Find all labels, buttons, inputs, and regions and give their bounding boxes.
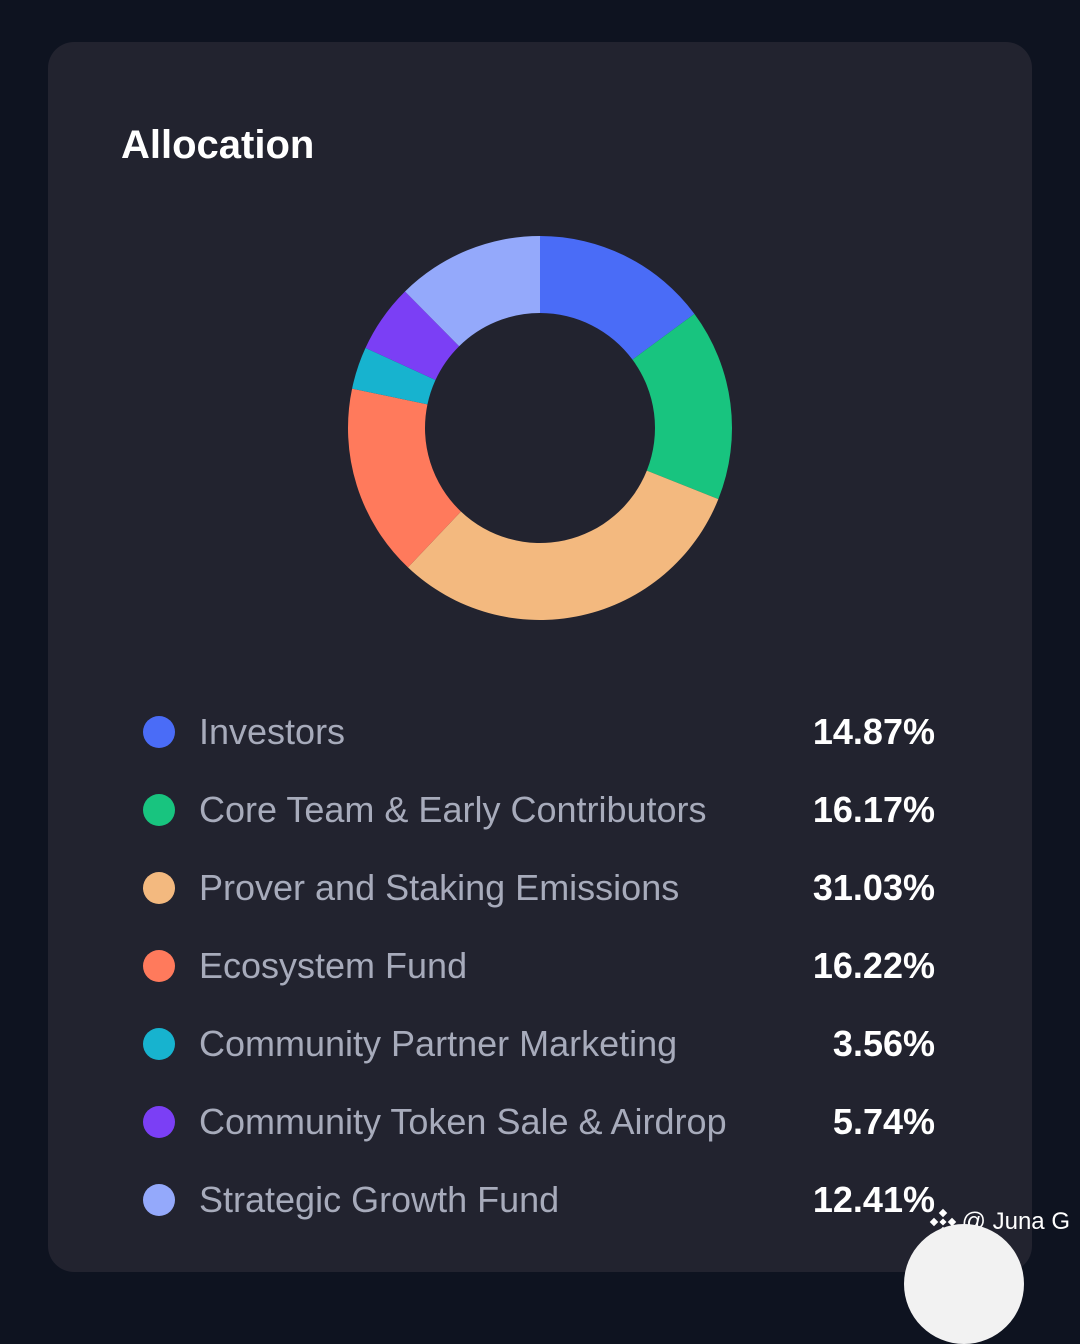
legend-swatch <box>143 1028 175 1060</box>
slice-community-token-sale-airdrop <box>365 291 460 381</box>
floating-button[interactable] <box>904 1224 1024 1344</box>
legend-swatch <box>143 1184 175 1216</box>
legend-value: 16.17% <box>812 789 935 830</box>
legend-swatch <box>143 872 175 904</box>
legend-value: 5.74% <box>832 1101 935 1142</box>
legend-swatch <box>143 950 175 982</box>
legend-item: Investors 14.87% <box>143 693 935 771</box>
donut-chart <box>348 236 732 620</box>
legend-label: Ecosystem Fund <box>199 945 468 986</box>
legend-item: Ecosystem Fund 16.22% <box>143 927 935 1005</box>
allocation-card: Allocation Investors 14.87% Core Team & Ea… <box>48 42 1032 1272</box>
legend-swatch <box>143 716 175 748</box>
legend-value: 3.56% <box>832 1023 935 1064</box>
legend-label: Strategic Growth Fund <box>199 1179 560 1220</box>
slice-core-team-early-contributors <box>632 313 732 500</box>
legend-item: Prover and Staking Emissions 31.03% <box>143 849 935 927</box>
legend-item: Community Partner Marketing 3.56% <box>143 1005 935 1083</box>
legend-item: Community Token Sale & Airdrop 5.74% <box>143 1083 935 1161</box>
slice-ecosystem-fund <box>348 388 461 568</box>
legend-value: 16.22% <box>812 945 935 986</box>
legend-label: Community Partner Marketing <box>199 1023 678 1064</box>
slice-strategic-growth-fund <box>405 236 540 347</box>
legend-value: 31.03% <box>812 867 935 908</box>
legend-value: 14.87% <box>812 711 935 752</box>
legend-label: Community Token Sale & Airdrop <box>199 1101 727 1142</box>
legend-label: Prover and Staking Emissions <box>199 867 680 908</box>
legend-item: Strategic Growth Fund 12.41% <box>143 1161 935 1239</box>
legend-label: Investors <box>199 711 346 752</box>
legend-value: 12.41% <box>812 1179 935 1220</box>
legend-swatch <box>143 794 175 826</box>
slice-investors <box>540 236 695 360</box>
chart-legend: Investors 14.87% Core Team & Early Contrib… <box>143 693 935 1239</box>
legend-label: Core Team & Early Contributors <box>199 789 707 830</box>
slice-prover-and-staking-emissions <box>407 470 719 620</box>
legend-item: Core Team & Early Contributors 16.17% <box>143 771 935 849</box>
chart-title: Allocation <box>121 123 315 167</box>
watermark: @ Juna G <box>928 1204 1070 1240</box>
legend-swatch <box>143 1106 175 1138</box>
slice-community-partner-marketing <box>352 347 436 405</box>
